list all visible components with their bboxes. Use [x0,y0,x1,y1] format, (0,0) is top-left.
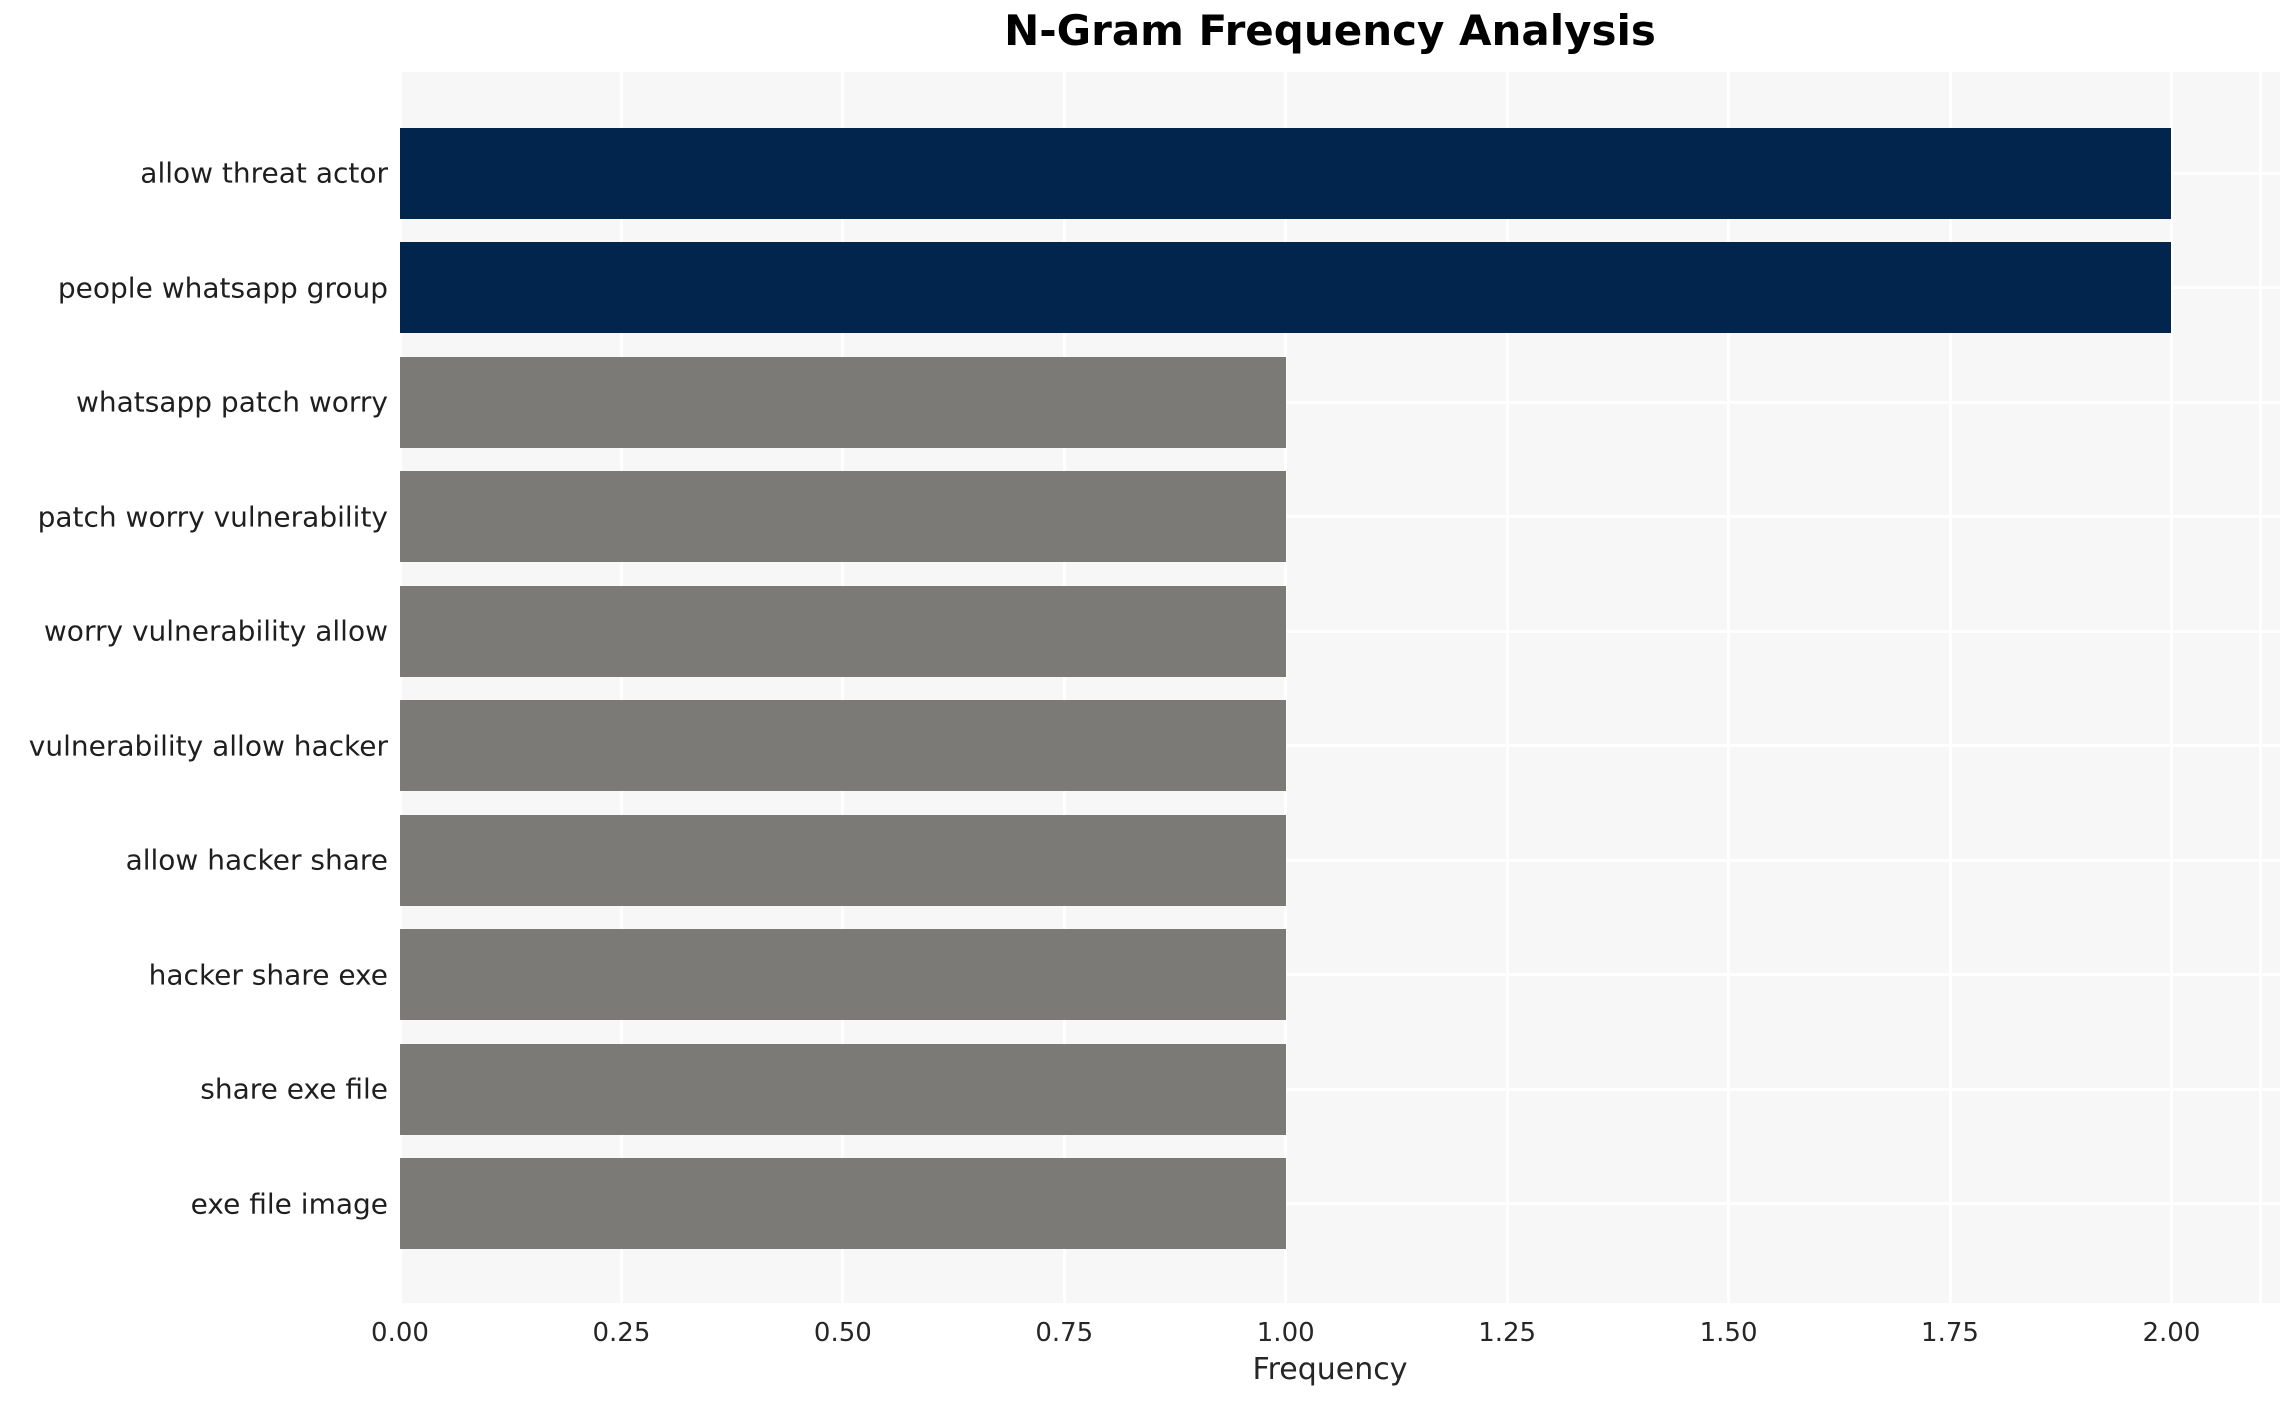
x-tick-label: 1.25 [1478,1318,1537,1348]
v-gridline [2169,72,2173,1303]
category-label: people whatsapp group [57,271,388,304]
x-tick-label: 1.75 [1921,1318,1979,1348]
v-gridline [619,72,623,1303]
bar [400,585,1286,677]
category-label: allow threat actor [140,156,388,190]
v-gridline [841,72,845,1303]
category-label: patch worry vulnerability [37,500,388,533]
x-tick-label: 0.75 [1035,1318,1094,1348]
category-label: whatsapp patch worry [75,385,388,419]
plot-area [398,72,2280,1303]
x-tick-label: 0.50 [813,1318,872,1348]
x-tick-label: 0.25 [592,1318,651,1348]
bar [400,929,1286,1020]
bar [400,127,2172,219]
category-label: exe file image [190,1187,388,1220]
h-gridline [400,1087,2280,1091]
h-gridline [400,400,2280,404]
category-label: vulnerability allow hacker [28,729,388,762]
category-label: hacker share exe [148,958,388,991]
v-gridline [1948,72,1952,1303]
v-gridline [398,72,402,1303]
bar [400,1158,1286,1249]
x-tick-label: 0.00 [371,1318,429,1348]
h-gridline [400,629,2280,633]
v-gridline [1062,72,1066,1303]
bar [400,1043,1286,1135]
v-gridline [1505,72,1509,1303]
h-gridline [400,1202,2280,1205]
h-gridline [400,973,2280,976]
category-label: worry vulnerability allow [43,614,388,648]
x-axis-label: Frequency [1252,1352,1408,1387]
h-gridline [400,858,2280,862]
h-gridline [400,744,2280,747]
bar [400,814,1286,906]
x-tick-label: 1.00 [1256,1318,1315,1348]
bar [400,356,1286,448]
bar [400,242,2172,333]
bar [400,471,1286,562]
chart-title: N-Gram Frequency Analysis [1004,6,1656,55]
bar [400,700,1286,791]
x-tick-label: 1.50 [1699,1318,1758,1348]
x-tick-label: 2.00 [2142,1318,2201,1348]
category-label: share exe file [200,1072,388,1106]
category-label: allow hacker share [125,843,388,877]
plot-right-edge [2258,72,2262,1303]
v-gridline [1284,72,1288,1303]
h-gridline [400,515,2280,518]
v-gridline [1727,72,1731,1303]
